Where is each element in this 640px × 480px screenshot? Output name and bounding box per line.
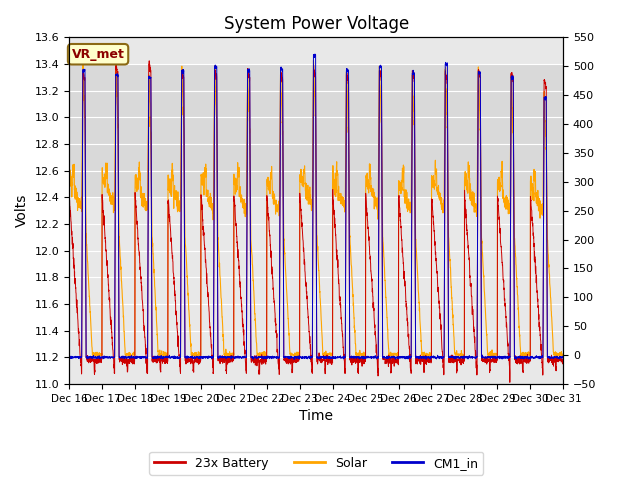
Text: VR_met: VR_met — [72, 48, 125, 61]
X-axis label: Time: Time — [299, 409, 333, 423]
Y-axis label: Volts: Volts — [15, 194, 29, 228]
Title: System Power Voltage: System Power Voltage — [223, 15, 409, 33]
Legend: 23x Battery, Solar, CM1_in: 23x Battery, Solar, CM1_in — [149, 452, 483, 475]
Bar — [69, 64, 563, 197]
